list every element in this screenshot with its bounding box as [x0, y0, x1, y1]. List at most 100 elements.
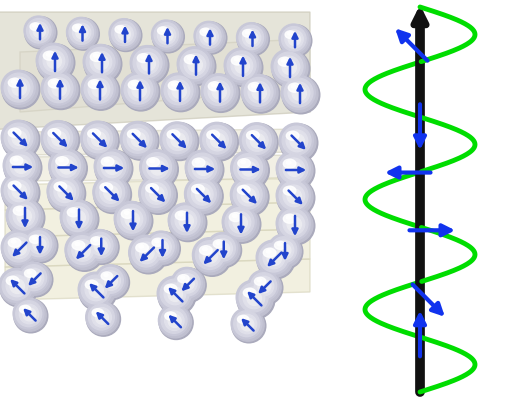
Ellipse shape: [44, 124, 73, 152]
Ellipse shape: [206, 129, 228, 151]
Ellipse shape: [42, 72, 78, 108]
Ellipse shape: [275, 241, 286, 249]
Ellipse shape: [94, 238, 98, 241]
Ellipse shape: [225, 49, 261, 85]
Ellipse shape: [241, 188, 256, 203]
Ellipse shape: [12, 81, 27, 96]
Ellipse shape: [207, 233, 240, 266]
Ellipse shape: [95, 310, 99, 313]
Ellipse shape: [101, 272, 112, 280]
Ellipse shape: [121, 208, 142, 230]
Ellipse shape: [141, 179, 171, 208]
Ellipse shape: [185, 150, 219, 184]
Ellipse shape: [165, 311, 184, 330]
Ellipse shape: [6, 275, 28, 297]
Ellipse shape: [67, 18, 96, 46]
Ellipse shape: [6, 198, 41, 232]
Ellipse shape: [14, 158, 18, 161]
Ellipse shape: [162, 74, 200, 112]
Ellipse shape: [24, 229, 58, 263]
Ellipse shape: [6, 151, 35, 180]
Ellipse shape: [243, 288, 256, 297]
Ellipse shape: [147, 157, 168, 178]
Ellipse shape: [268, 234, 299, 265]
Ellipse shape: [213, 240, 225, 248]
Ellipse shape: [79, 273, 115, 309]
Ellipse shape: [84, 45, 120, 81]
Ellipse shape: [174, 270, 200, 296]
Ellipse shape: [7, 199, 43, 235]
Ellipse shape: [256, 240, 290, 274]
Ellipse shape: [196, 241, 224, 269]
Ellipse shape: [148, 234, 174, 260]
Ellipse shape: [111, 21, 136, 46]
Ellipse shape: [241, 318, 254, 331]
Ellipse shape: [65, 233, 99, 267]
Ellipse shape: [225, 208, 254, 236]
Ellipse shape: [10, 156, 23, 165]
Ellipse shape: [41, 120, 75, 155]
Ellipse shape: [203, 30, 206, 32]
Ellipse shape: [241, 160, 245, 164]
Ellipse shape: [266, 250, 271, 253]
Ellipse shape: [283, 214, 296, 223]
Ellipse shape: [285, 30, 303, 48]
Ellipse shape: [105, 275, 118, 287]
Ellipse shape: [178, 212, 183, 216]
Ellipse shape: [48, 175, 86, 212]
Ellipse shape: [213, 239, 232, 258]
Ellipse shape: [2, 71, 40, 109]
Ellipse shape: [249, 83, 261, 92]
Ellipse shape: [242, 28, 261, 47]
Ellipse shape: [128, 235, 163, 269]
Ellipse shape: [238, 315, 249, 324]
Ellipse shape: [157, 276, 191, 311]
Ellipse shape: [223, 206, 259, 241]
Ellipse shape: [244, 77, 273, 106]
Ellipse shape: [37, 44, 75, 82]
Ellipse shape: [237, 23, 268, 54]
Ellipse shape: [158, 277, 194, 313]
Ellipse shape: [32, 237, 36, 240]
Ellipse shape: [187, 57, 192, 60]
Ellipse shape: [186, 151, 222, 187]
Ellipse shape: [150, 186, 164, 201]
Ellipse shape: [237, 23, 269, 55]
Ellipse shape: [194, 21, 223, 50]
Ellipse shape: [287, 216, 291, 219]
Ellipse shape: [86, 302, 116, 332]
Ellipse shape: [281, 26, 306, 51]
Ellipse shape: [171, 206, 200, 235]
Ellipse shape: [56, 155, 77, 177]
Ellipse shape: [95, 265, 125, 295]
Ellipse shape: [200, 27, 218, 46]
Ellipse shape: [23, 308, 36, 321]
Ellipse shape: [152, 21, 183, 51]
Ellipse shape: [89, 283, 103, 298]
Ellipse shape: [282, 76, 320, 114]
Ellipse shape: [94, 239, 107, 252]
Ellipse shape: [184, 54, 206, 75]
Ellipse shape: [178, 48, 216, 85]
Ellipse shape: [30, 22, 48, 40]
Ellipse shape: [210, 235, 236, 261]
Ellipse shape: [115, 26, 126, 33]
Ellipse shape: [233, 180, 262, 209]
Ellipse shape: [155, 241, 168, 254]
Ellipse shape: [122, 73, 160, 111]
Ellipse shape: [29, 234, 49, 254]
Ellipse shape: [88, 79, 110, 100]
Ellipse shape: [209, 82, 221, 91]
Ellipse shape: [207, 130, 219, 139]
Ellipse shape: [87, 232, 113, 258]
Ellipse shape: [188, 153, 217, 182]
Ellipse shape: [61, 201, 97, 236]
Ellipse shape: [4, 149, 40, 185]
Ellipse shape: [164, 283, 186, 305]
Ellipse shape: [2, 231, 38, 267]
Ellipse shape: [10, 155, 32, 177]
Ellipse shape: [6, 276, 19, 285]
Ellipse shape: [101, 271, 121, 291]
Ellipse shape: [287, 162, 302, 177]
Ellipse shape: [277, 152, 315, 190]
